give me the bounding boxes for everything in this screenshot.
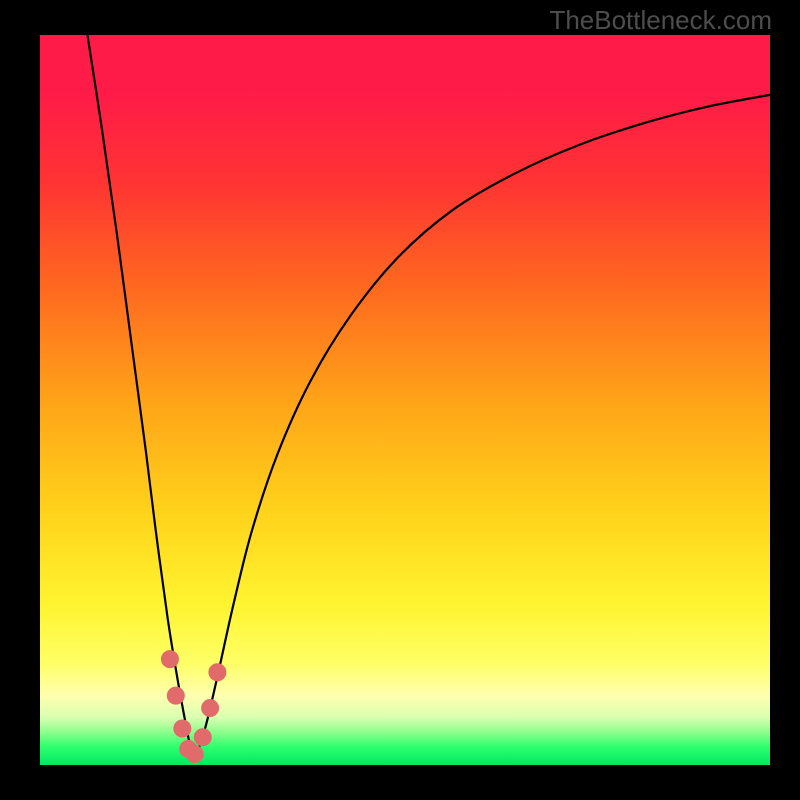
bottleneck-curve xyxy=(87,35,770,754)
data-marker xyxy=(161,651,178,668)
data-marker xyxy=(167,687,184,704)
curve-overlay xyxy=(40,35,770,765)
plot-area xyxy=(40,35,770,765)
data-marker xyxy=(194,729,211,746)
data-marker xyxy=(186,746,203,763)
data-marker xyxy=(202,700,219,717)
watermark-text: TheBottleneck.com xyxy=(549,5,772,36)
data-marker xyxy=(174,720,191,737)
chart-container: TheBottleneck.com xyxy=(0,0,800,800)
data-marker xyxy=(209,664,226,681)
